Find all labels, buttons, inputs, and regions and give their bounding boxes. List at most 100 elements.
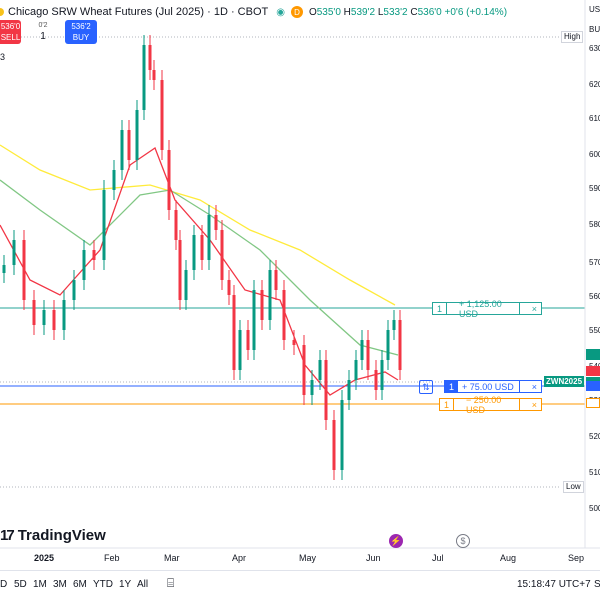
stop-loss-order[interactable]: 1− 250.00 USD × <box>439 395 542 415</box>
candle-body <box>227 280 231 295</box>
dividend-icon[interactable]: $ <box>456 534 470 548</box>
range-5d[interactable]: 5D <box>14 579 27 590</box>
range-3m[interactable]: 3M <box>53 579 67 590</box>
symbol-title[interactable]: Chicago SRW Wheat Futures (Jul 2025) · 1… <box>8 6 269 18</box>
candle-body <box>120 130 124 170</box>
candle-body <box>398 320 402 370</box>
price-axis-label: 500 <box>589 504 600 513</box>
currency-label[interactable]: US <box>589 5 600 14</box>
candle-body <box>92 250 96 260</box>
candle-body <box>112 170 116 190</box>
moving-average-line <box>0 147 399 396</box>
candle-body <box>135 110 139 160</box>
symbol-header[interactable]: Chicago SRW Wheat Futures (Jul 2025) · 1… <box>0 4 507 20</box>
trade-panel: 536'0 SELL 0'2 1 536'2 BUY <box>0 20 97 44</box>
candle-body <box>148 45 152 70</box>
entry-axis-tag <box>586 381 600 391</box>
unit-label[interactable]: BU <box>589 25 600 34</box>
high-tag: High <box>561 31 584 43</box>
candle-body <box>380 360 384 390</box>
lightning-icon[interactable]: ⚡ <box>389 534 403 548</box>
candle-body <box>260 290 264 320</box>
candle-body <box>102 190 106 260</box>
tradingview-logo[interactable]: 17 TradingView <box>0 527 106 544</box>
candle-body <box>152 70 156 80</box>
symbol-logo-icon <box>0 8 4 16</box>
sell-button[interactable]: 536'0 SELL <box>0 20 21 44</box>
candle-body <box>292 340 296 345</box>
quantity-field[interactable]: 0'2 1 <box>38 22 48 42</box>
range-6m[interactable]: 6M <box>73 579 87 590</box>
ma-axis-tag <box>586 366 600 376</box>
range-1d[interactable]: D <box>0 579 8 590</box>
moving-average-line <box>0 144 396 306</box>
candle-body <box>386 330 390 360</box>
candle-body <box>274 270 278 290</box>
low-tag: Low <box>563 481 584 493</box>
candle-body <box>127 130 131 160</box>
candle-body <box>374 370 378 390</box>
price-axis-label: 580 <box>589 220 600 229</box>
x-label: 2025 <box>34 553 55 563</box>
data-status-badge[interactable]: D <box>290 6 303 18</box>
candle-body <box>232 295 236 370</box>
candle-body <box>324 360 328 420</box>
close-icon[interactable]: × <box>531 303 537 314</box>
close-icon[interactable]: × <box>531 381 537 392</box>
candle-body <box>142 45 146 110</box>
range-all[interactable]: All <box>137 579 149 590</box>
candle-body <box>52 310 56 330</box>
candle-body <box>184 270 188 300</box>
x-label: May <box>299 553 317 563</box>
range-1y[interactable]: 1Y <box>119 579 132 590</box>
candle-body <box>167 150 171 210</box>
candle-body <box>178 240 182 300</box>
candle-body <box>160 80 164 150</box>
candle-body <box>207 215 211 260</box>
price-axis-label: 620 <box>589 80 600 89</box>
price-axis-label: 560 <box>589 292 600 301</box>
symbol-price-tag: ZWN2025 <box>544 376 585 387</box>
price-axis-label: 510 <box>589 468 600 477</box>
price-axis-label: 520 <box>589 432 600 441</box>
candle-body <box>354 360 358 380</box>
session-button[interactable]: S <box>594 579 600 590</box>
candle-body <box>2 265 6 273</box>
candle-body <box>220 230 224 280</box>
candle-body <box>200 235 204 260</box>
price-axis-label: 600 <box>589 150 600 159</box>
candle-body <box>366 340 370 370</box>
reverse-position-icon[interactable]: ⇅ <box>419 380 433 394</box>
indicator-count[interactable]: 3 <box>0 52 6 62</box>
close-icon[interactable]: × <box>531 399 537 410</box>
candle-body <box>282 290 286 340</box>
candle-body <box>268 270 272 320</box>
price-axis-label: 570 <box>589 258 600 267</box>
x-label: Mar <box>164 553 180 563</box>
candle-body <box>238 330 242 370</box>
candle-body <box>252 290 256 350</box>
buy-button[interactable]: 536'2 BUY <box>65 20 97 44</box>
price-axis-label: 550 <box>589 326 600 335</box>
candle-body <box>310 380 314 395</box>
candle-body <box>340 400 344 470</box>
range-1m[interactable]: 1M <box>33 579 47 590</box>
x-label: Aug <box>500 553 517 563</box>
candle-body <box>22 240 26 300</box>
x-label: Feb <box>104 553 120 563</box>
price-axis-label: 610 <box>589 114 600 123</box>
range-ytd[interactable]: YTD <box>93 579 113 590</box>
take-profit-order[interactable]: 1 + 1,125.00 USD × <box>432 299 542 319</box>
clock[interactable]: 15:18:47 UTC+7 <box>517 579 591 590</box>
candle-body <box>360 340 364 360</box>
candle-body <box>62 300 66 330</box>
date-range-icon[interactable]: ⌸ <box>167 576 175 590</box>
candle-body <box>347 380 351 400</box>
position-order[interactable]: 1 + 75.00 USD × <box>444 380 542 393</box>
moving-average-line <box>0 179 399 356</box>
candle-body <box>302 345 306 395</box>
candle-body <box>246 330 250 350</box>
x-label: Jul <box>432 553 444 563</box>
eye-icon[interactable]: ◉ <box>276 6 285 18</box>
